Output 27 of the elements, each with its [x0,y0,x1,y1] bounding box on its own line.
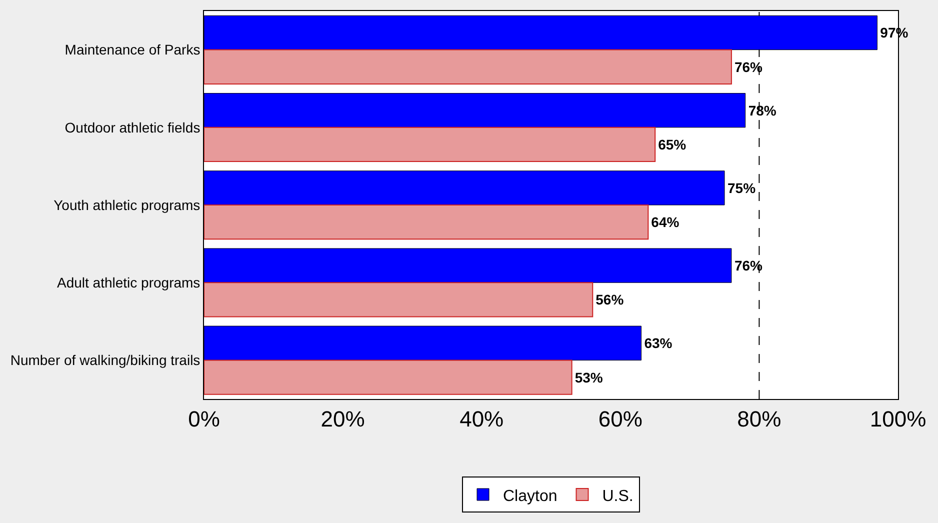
data-label: 76% [734,58,764,75]
x-tick-label: 20% [320,406,365,432]
x-tick-label: 40% [460,406,504,432]
data-label: 78% [748,102,777,118]
bar [204,49,732,84]
bar [204,204,649,240]
data-label: 75% [728,180,756,196]
legend-label: U.S. [602,488,634,505]
data-label: 64% [651,214,680,230]
data-label: 76% [734,258,764,274]
bar [204,282,594,318]
x-tick-label: 100% [870,406,926,432]
x-tick-label: 80% [737,406,782,432]
y-tick-label: Maintenance of Parks [64,42,200,58]
bar [204,126,656,162]
data-label: 53% [574,369,604,386]
data-label: 63% [644,335,673,352]
y-tick-label: Number of walking/biking trails [10,352,200,368]
y-tick-label: Youth athletic programs [54,196,200,213]
data-label: 56% [596,292,624,308]
x-tick-label: 0% [188,406,220,432]
y-tick-label: Outdoor athletic fields [64,119,200,136]
legend-label: Clayton [503,488,558,505]
x-tick-label: 60% [598,406,642,432]
bar [204,360,572,395]
y-tick-label: Adult athletic programs [57,274,200,290]
data-label: 65% [658,136,687,152]
